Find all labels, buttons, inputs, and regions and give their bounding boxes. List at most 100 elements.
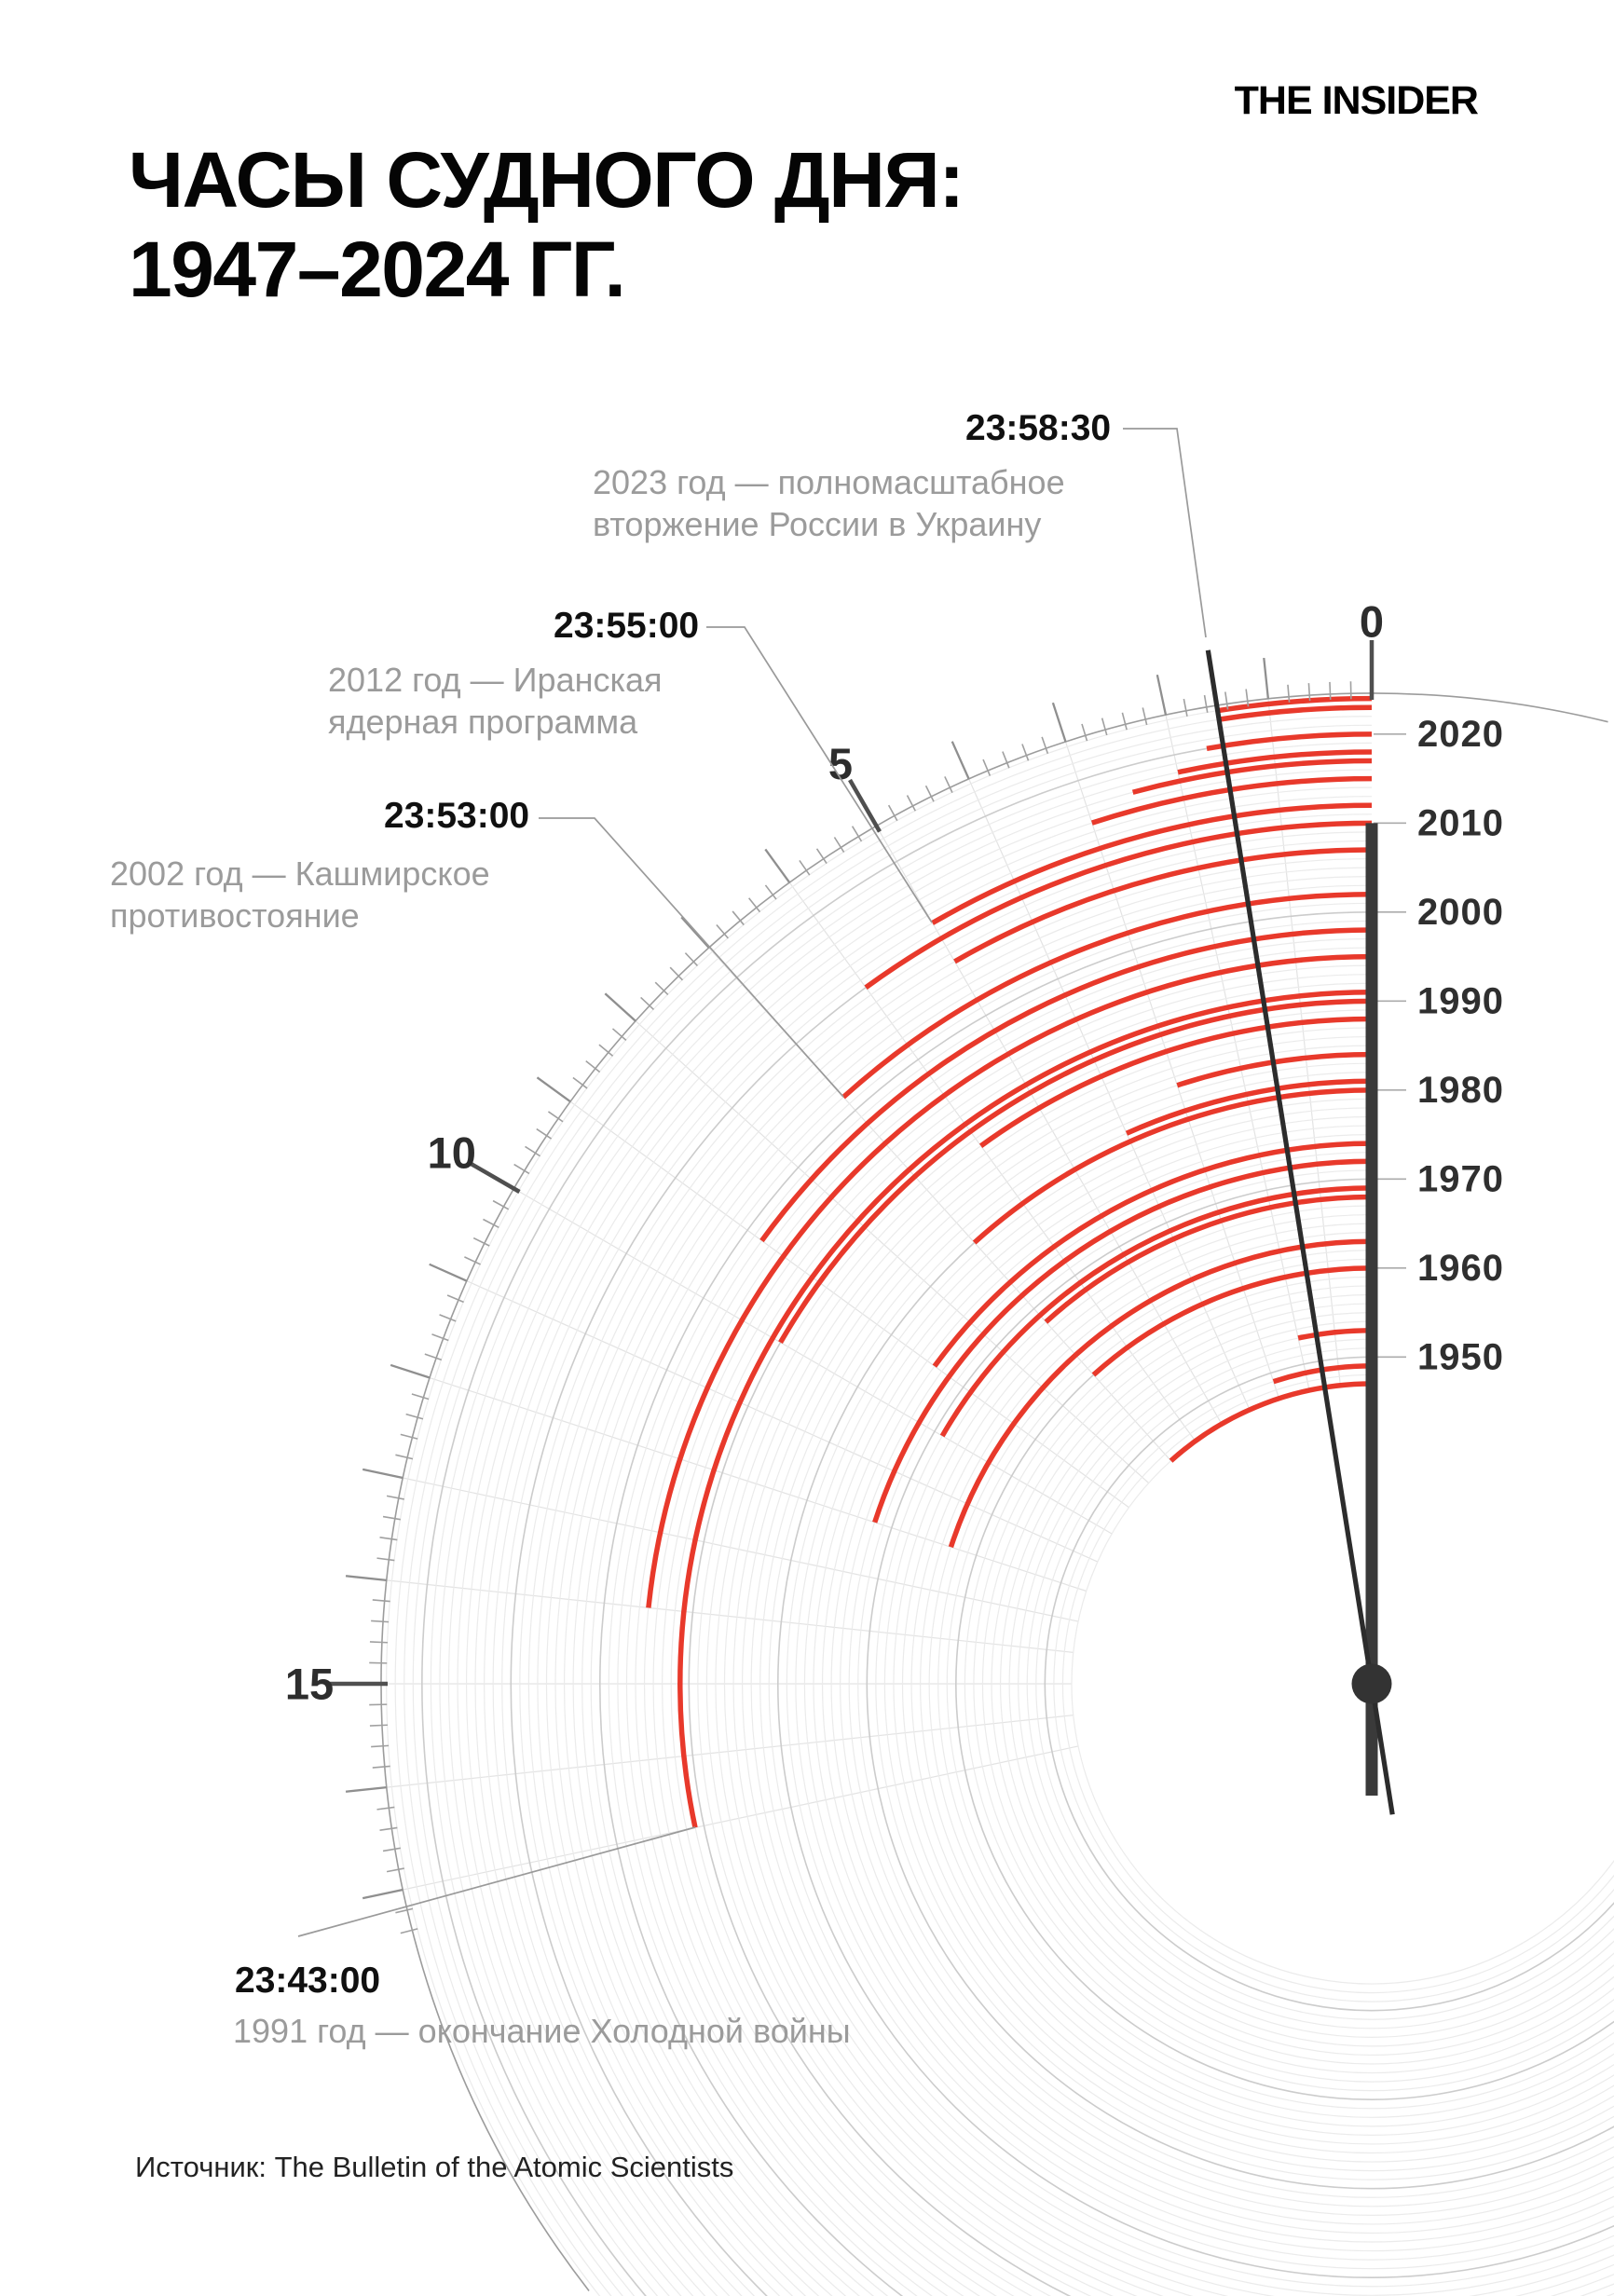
year-label-1950: 1950 <box>1417 1336 1504 1377</box>
year-ring-2005 <box>554 867 1373 2296</box>
minor-tick <box>492 1199 510 1210</box>
page-title-line2: 1947–2024 ГГ. <box>129 225 626 313</box>
year-ring-2006 <box>545 857 1373 2296</box>
minor-tick <box>439 1314 457 1322</box>
doomsday-arc-1991 <box>677 990 1373 1828</box>
annotation-2023-time: 23:58:30 <box>965 408 1112 448</box>
year-label-2020: 2020 <box>1417 714 1504 755</box>
year-ring-2016 <box>457 769 1373 2296</box>
minute-tick-9 <box>536 1076 571 1103</box>
minute-tick-8 <box>604 992 636 1022</box>
source-credit: Источник: The Bulletin of the Atomic Sci… <box>135 2151 734 2183</box>
annotation-2012-event: 2012 год — Иранская ядерная программа <box>328 660 663 743</box>
year-ring-1992 <box>670 982 1373 2296</box>
minor-tick <box>372 1765 390 1769</box>
minor-tick <box>431 1333 449 1342</box>
minor-tick <box>598 1044 614 1057</box>
minor-tick <box>982 758 992 776</box>
minor-tick <box>446 1294 464 1304</box>
year-ring-1975 <box>822 1134 1614 2234</box>
annotation-leader-lines <box>297 428 1207 1937</box>
minor-tick <box>716 923 729 939</box>
year-label-1980: 1980 <box>1417 1070 1504 1111</box>
annotation-leader-1991 <box>297 1826 696 1937</box>
minute-tick-12 <box>390 1363 431 1379</box>
minor-tick <box>382 1847 401 1852</box>
minor-tick <box>395 1907 414 1914</box>
year-ring-2004 <box>564 876 1373 2296</box>
year-ring-2011 <box>501 813 1373 2296</box>
year-ring-1954 <box>1008 1320 1614 2047</box>
annotation-2023-event-line1: 2023 год — полномасштабное <box>593 463 1065 501</box>
minor-tick <box>1183 698 1188 717</box>
doomsday-arc-1988 <box>978 1016 1373 1148</box>
minor-tick <box>547 1111 564 1123</box>
year-ring-2024 <box>386 698 1373 2296</box>
year-ring-1996 <box>635 947 1373 2296</box>
doomsday-arc-1969 <box>939 1185 1373 1438</box>
minor-tick <box>944 776 953 793</box>
year-ring-1973 <box>840 1152 1614 2216</box>
clock-hands <box>1205 649 1395 1815</box>
doomsday-arc-2017 <box>1131 758 1373 795</box>
annotation-1991-time: 23:43:00 <box>235 1961 381 2001</box>
year-label-1960: 1960 <box>1417 1248 1504 1289</box>
decade-ring-2010 <box>510 822 1373 2296</box>
minor-tick <box>684 952 699 967</box>
doomsday-arc-2007 <box>953 847 1373 964</box>
minor-tick <box>464 1256 481 1265</box>
year-ring-1967 <box>893 1205 1614 2163</box>
minute-tick-11 <box>429 1263 468 1282</box>
year-ring-2012 <box>492 804 1373 2296</box>
annotation-2012-event-line1: 2012 год — Иранская <box>328 661 663 699</box>
doomsday-arc-1981 <box>1125 1078 1373 1136</box>
minor-tick <box>833 837 845 853</box>
year-ring-1984 <box>742 1054 1614 2296</box>
year-ring-2014 <box>474 786 1373 2296</box>
year-ring-1977 <box>803 1115 1614 2252</box>
tick-label-0: 0 <box>1360 597 1384 647</box>
annotation-2002-event: 2002 год — Кашмирское противостояние <box>110 854 490 936</box>
minor-tick <box>669 966 684 981</box>
minor-tick <box>1329 681 1332 700</box>
year-ring-2017 <box>447 759 1373 2296</box>
minute-tick-6 <box>764 848 791 883</box>
year-ring-1948 <box>1061 1374 1614 1994</box>
doomsday-arc-2024 <box>1217 695 1373 714</box>
doomsday-arc-2023 <box>1218 704 1373 722</box>
page-title: ЧАСЫ СУДНОГО ДНЯ: 1947–2024 ГГ. <box>129 136 964 315</box>
year-ring-1986 <box>723 1035 1614 2296</box>
year-label-1970: 1970 <box>1417 1158 1504 1199</box>
dial-ticks <box>328 640 1375 1934</box>
minor-tick <box>376 1806 395 1811</box>
year-ring-1976 <box>813 1125 1614 2243</box>
minor-tick <box>369 1724 388 1727</box>
year-ring-2021 <box>412 724 1373 2296</box>
minor-tick <box>379 1537 398 1541</box>
minor-tick <box>411 1393 430 1401</box>
minor-tick <box>395 1454 414 1460</box>
annotation-2002-event-line1: 2002 год — Кашмирское <box>110 854 490 893</box>
minor-tick <box>376 1557 395 1562</box>
minor-tick <box>1002 751 1010 769</box>
minute-tick-1 <box>1263 657 1270 699</box>
minor-tick <box>748 897 761 913</box>
year-ring-1999 <box>608 920 1373 2296</box>
clock-minute-hand <box>1205 649 1395 1815</box>
year-ring-1958 <box>973 1285 1614 2083</box>
minor-tick <box>924 785 935 802</box>
year-ring-2001 <box>590 902 1373 2296</box>
year-ring-2019 <box>430 742 1373 2296</box>
minor-tick <box>1101 718 1108 736</box>
minute-tick-2 <box>1156 674 1168 716</box>
minor-tick <box>654 981 669 996</box>
doomsday-arc-1980 <box>972 1087 1373 1245</box>
year-label-2000: 2000 <box>1417 892 1504 933</box>
year-ring-1949 <box>1053 1365 1614 2002</box>
year-ring-1993 <box>662 974 1373 2296</box>
dial-tick-labels: 0 5 10 15 <box>285 597 1384 1709</box>
year-ring-2015 <box>465 778 1373 2296</box>
minute-gridline-9 <box>569 1100 1129 1509</box>
year-ring-1956 <box>991 1303 1614 2065</box>
